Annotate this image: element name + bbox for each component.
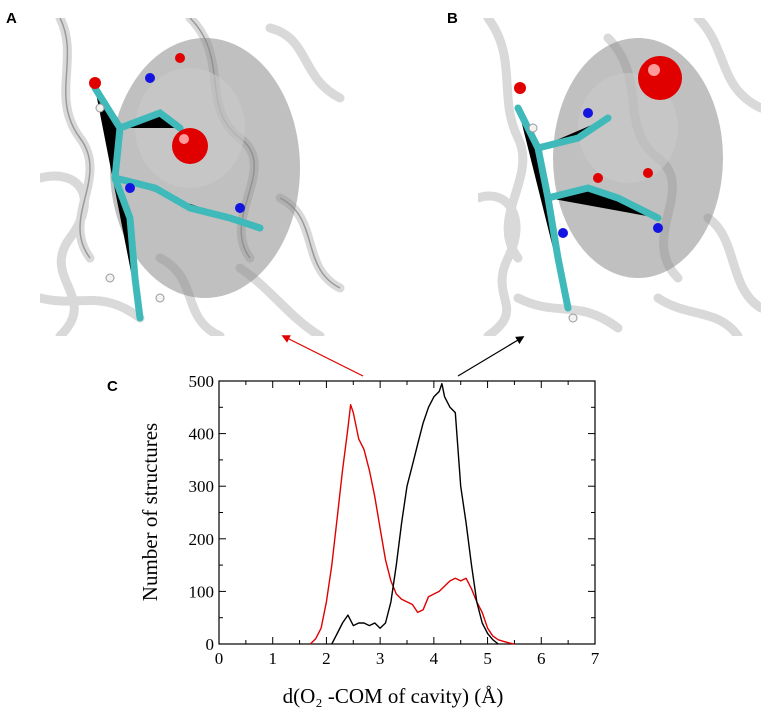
arrow-to-panel-a [281,335,364,377]
arrow-to-panel-b [457,336,525,377]
y-tick-label: 100 [189,582,215,601]
atom-spheres [89,53,245,303]
molecular-image-b [478,18,761,336]
panel-label-a: A [6,10,17,27]
y-tick-label: 200 [189,530,215,549]
x-tick-label: 4 [430,649,439,668]
heme-sticks [91,84,264,322]
y-tick-label: 0 [206,635,215,654]
axis-ticks: 0 1 2 3 4 5 6 7 0 100 200 300 400 500 [189,372,600,668]
plot-frame [218,380,596,645]
atom-spheres [514,82,663,323]
x-tick-label: 0 [215,649,224,668]
series-line-black [331,382,499,645]
molecular-image-a [40,18,347,336]
plot-border [218,380,596,645]
y-tick-label: 300 [189,477,215,496]
heme-sticks [514,104,662,312]
x-axis-label: d(O₂ -COM of cavity) (Å) [283,684,504,708]
series-line-red [309,404,515,645]
molecular-render-a [40,18,347,336]
series-lines [309,382,515,645]
y-tick-label: 400 [189,425,215,444]
y-tick-label: 500 [189,372,215,391]
x-tick-label: 6 [537,649,546,668]
panel-label-c: C [107,378,118,395]
molecular-render-b [478,18,761,336]
panel-label-b: B [447,10,458,27]
x-tick-label: 5 [483,649,492,668]
x-tick-label: 1 [268,649,277,668]
x-tick-label: 2 [322,649,331,668]
y-axis-label: Number of structures [138,423,162,601]
x-tick-label: 3 [376,649,385,668]
x-tick-label: 7 [591,649,600,668]
